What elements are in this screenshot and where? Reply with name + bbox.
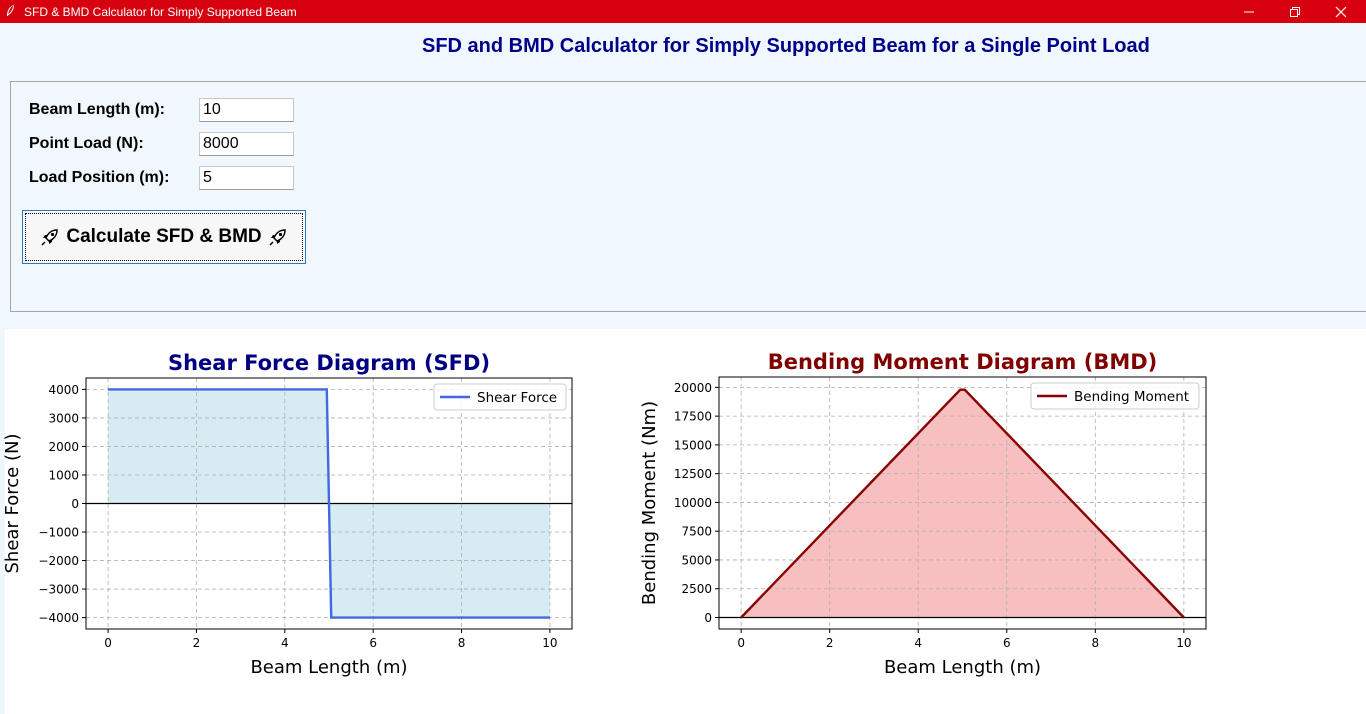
load-position-input[interactable] (199, 166, 294, 190)
y-tick-label: 12500 (674, 467, 712, 481)
x-tick-label: 2 (826, 636, 834, 650)
y-tick-label: −4000 (38, 611, 79, 625)
y-tick-label: 17500 (674, 410, 712, 424)
beam-length-input[interactable] (199, 98, 294, 122)
rocket-icon (41, 229, 59, 246)
beam-length-label: Beam Length (m): (29, 101, 165, 118)
x-tick-label: 8 (458, 636, 466, 650)
y-tick-label: 3000 (48, 411, 79, 425)
x-axis-label: Beam Length (m) (250, 657, 407, 678)
y-tick-label: −1000 (38, 526, 79, 540)
x-tick-label: 0 (737, 636, 745, 650)
x-tick-label: 10 (542, 636, 557, 650)
calculate-button-face: Calculate SFD & BMD (25, 213, 303, 261)
y-axis-label: Shear Force (N) (2, 434, 23, 574)
y-tick-label: 1000 (48, 468, 79, 482)
y-tick-label: 2000 (48, 440, 79, 454)
minimize-icon (1244, 11, 1254, 12)
y-tick-label: −2000 (38, 554, 79, 568)
legend-box (1030, 382, 1200, 410)
feather-icon (7, 4, 14, 16)
y-axis-label: Bending Moment (Nm) (639, 401, 660, 605)
x-tick-label: 8 (1091, 636, 1099, 650)
window-titlebar: SFD & BMD Calculator for Simply Supporte… (0, 0, 1366, 23)
point-load-input[interactable] (199, 132, 294, 156)
chart-title: Shear Force Diagram (SFD) (168, 351, 490, 375)
legend-label: Shear Force (477, 390, 557, 406)
x-tick-label: 2 (193, 636, 201, 650)
point-load-label: Point Load (N): (29, 135, 144, 152)
load-position-label: Load Position (m): (29, 169, 170, 186)
restore-button[interactable] (1272, 0, 1318, 23)
close-button[interactable] (1318, 0, 1364, 23)
calculate-button[interactable]: Calculate SFD & BMD (22, 210, 306, 264)
sfd-chart: 0 2 4 6 8 10 −4000 −3000 −2000 −1000 0 1000 2000 3000… (2, 351, 573, 678)
y-tick-label: 2500 (681, 582, 712, 596)
y-tick-label: 10000 (674, 496, 712, 510)
chart-title: Bending Moment Diagram (BMD) (768, 350, 1158, 374)
window-title: SFD & BMD Calculator for Simply Supporte… (24, 5, 297, 19)
series-line (108, 388, 550, 619)
page-title: SFD and BMD Calculator for Simply Suppor… (422, 35, 1150, 57)
bmd-chart: 0 2 4 6 8 10 0 2500 5000 7500 10000 12500 15000 17500… (639, 350, 1207, 678)
area-fill (741, 389, 1184, 618)
x-tick-label: 4 (914, 636, 922, 650)
x-tick-label: 6 (369, 636, 377, 650)
y-tick-label: 20000 (674, 381, 712, 395)
restore-icon (1290, 6, 1300, 17)
x-axis-label: Beam Length (m) (884, 657, 1041, 678)
calculate-button-label: Calculate SFD & BMD (66, 226, 262, 247)
chart-legend: Shear Force (433, 383, 567, 411)
legend-box (433, 383, 567, 411)
y-tick-label: −3000 (38, 583, 79, 597)
close-icon (1335, 6, 1347, 17)
minimize-button[interactable] (1226, 0, 1272, 23)
y-tick-label: 15000 (674, 438, 712, 452)
x-tick-label: 6 (1003, 636, 1011, 650)
x-tick-label: 0 (104, 636, 112, 650)
chart-legend: Bending Moment (1030, 382, 1200, 410)
y-tick-label: 5000 (681, 553, 712, 567)
y-tick-label: 0 (71, 497, 79, 511)
y-tick-label: 7500 (681, 525, 712, 539)
series-line (740, 388, 1185, 619)
rocket-icon (269, 229, 286, 246)
legend-label: Bending Moment (1074, 389, 1189, 405)
y-tick-label: 4000 (48, 383, 79, 397)
x-tick-label: 4 (281, 636, 289, 650)
axes-frame (718, 376, 1207, 630)
x-tick-label: 10 (1176, 636, 1191, 650)
y-tick-label: 0 (704, 611, 712, 625)
